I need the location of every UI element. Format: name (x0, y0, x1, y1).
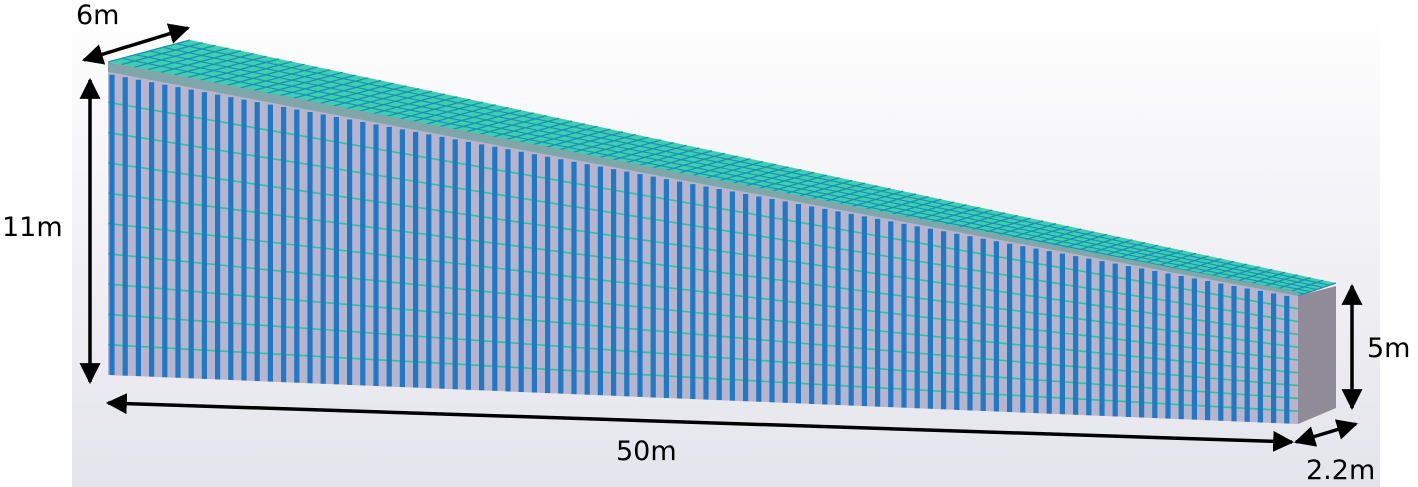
top-longitudinal-line (121, 57, 1305, 295)
girder-side-grid (108, 74, 1298, 424)
girder-top-edge (108, 62, 1298, 298)
top-width-label: 6m (76, 0, 120, 31)
top-longitudinal-line (162, 46, 1324, 288)
length-arrow (105, 393, 1295, 452)
length-label: 50m (616, 436, 677, 467)
end-width-arrow (1293, 419, 1359, 447)
left-height-label: 11m (2, 212, 63, 243)
top-longitudinal-line (135, 54, 1311, 293)
right-height-label: 5m (1367, 333, 1411, 364)
girder-top-grid (107, 39, 1337, 297)
top-width-arrow (81, 23, 191, 65)
top-longitudinal-line (148, 50, 1318, 291)
girder-end-face (1298, 286, 1336, 424)
top-longitudinal-line (176, 43, 1330, 286)
end-width-label: 2.2m (1306, 455, 1376, 486)
